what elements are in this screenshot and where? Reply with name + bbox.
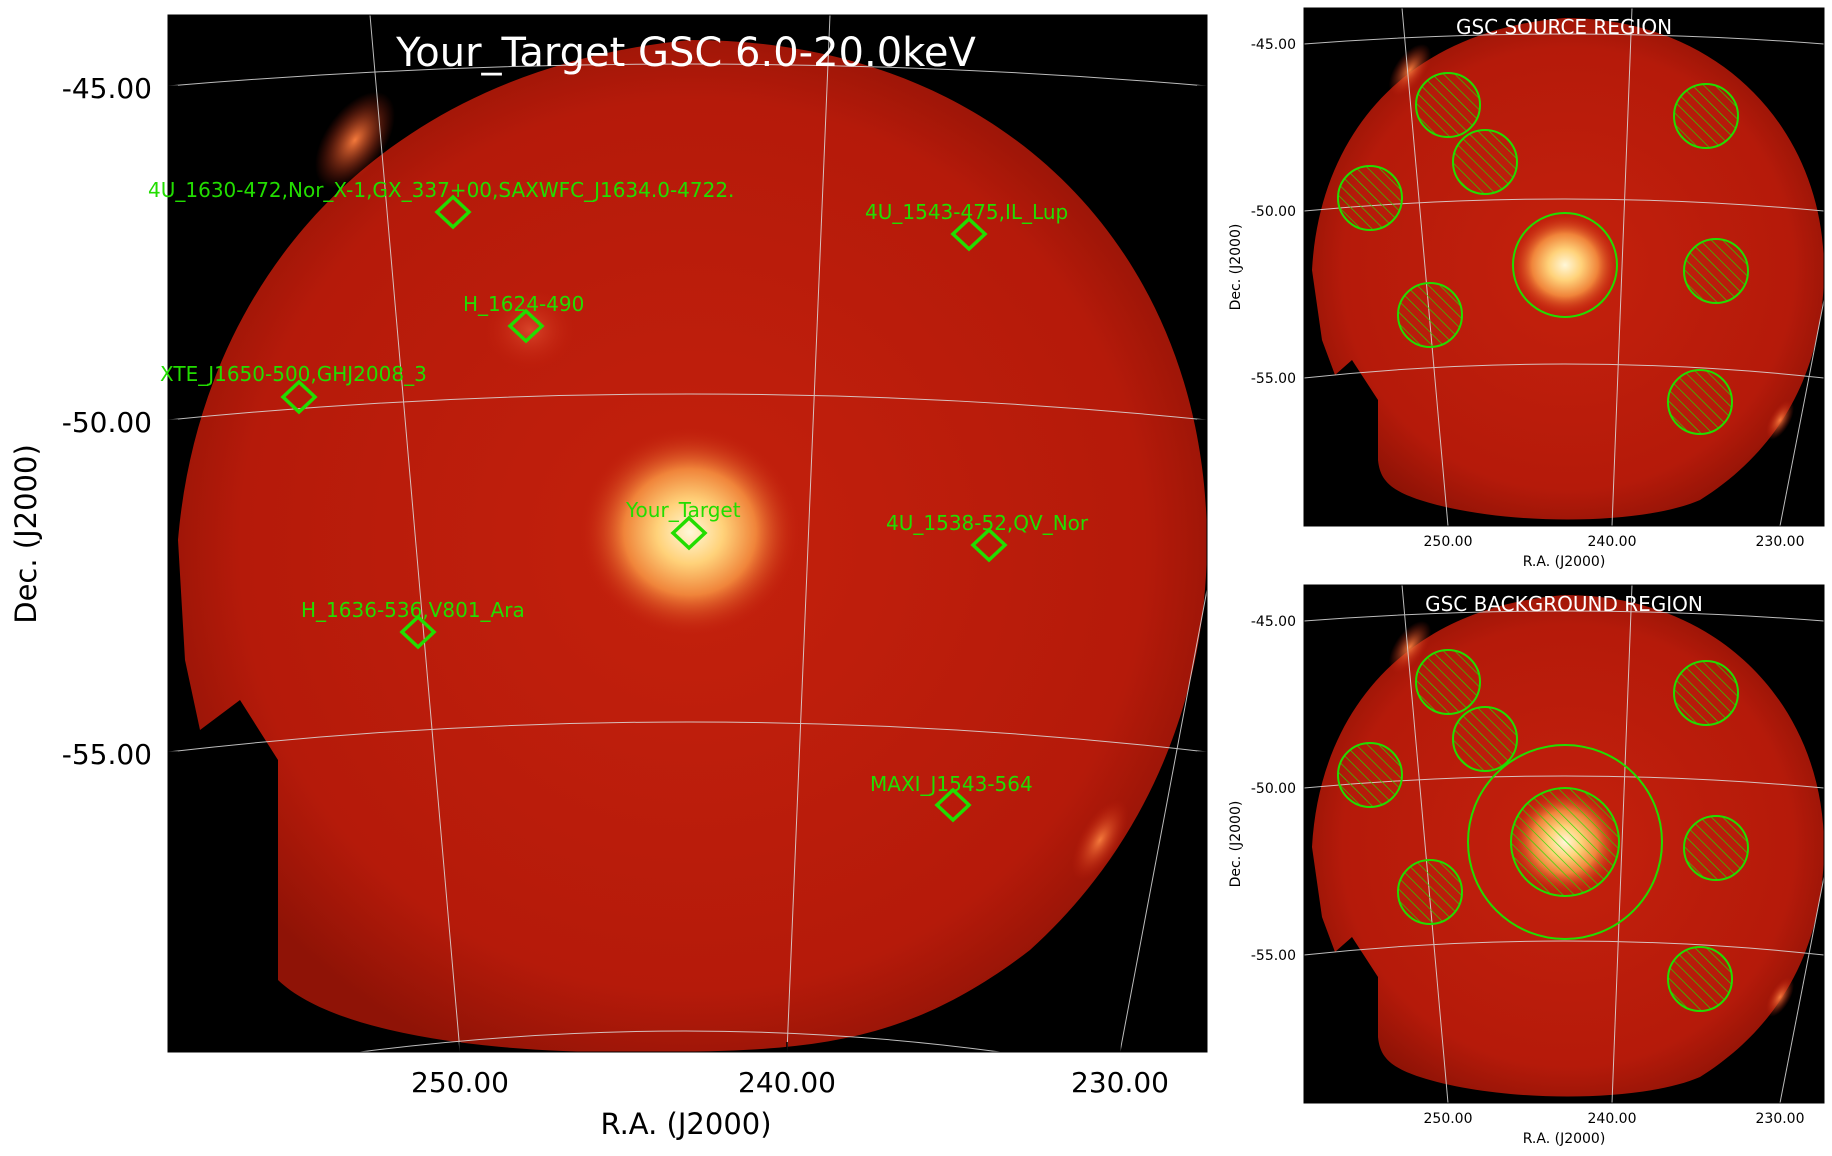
- source-ytick-1: -45.00: [1251, 37, 1296, 53]
- main-bright-edge-nw: [315, 91, 395, 189]
- source-label-h1636: H_1636-536,V801_Ara: [301, 598, 525, 622]
- source-marker-4u1538: [970, 527, 1008, 563]
- source-xtick-3: 230.00: [1756, 534, 1805, 550]
- source-marker-your-target: [670, 515, 708, 551]
- source-xtick-2: 240.00: [1588, 534, 1637, 550]
- main-ytick-1: -45.00: [62, 72, 152, 105]
- main-xtick-2: 240.00: [738, 1066, 836, 1099]
- background-xtick-3: 230.00: [1756, 1111, 1805, 1127]
- source-label-h1624: H_1624-490: [463, 292, 584, 316]
- main-ytick-2: -50.00: [62, 406, 152, 439]
- source-ytick-2: -50.00: [1251, 204, 1296, 220]
- background-region-panel: GSC BACKGROUND REGION -45.00 -50.00 -55.…: [1228, 584, 1825, 1147]
- main-panel: Your_Target GSC 6.0-20.0keV -45.00 -50.0…: [9, 14, 1208, 1141]
- background-xtick-2: 240.00: [1588, 1111, 1637, 1127]
- main-source-markers: [280, 194, 1008, 823]
- background-ytick-2: -50.00: [1251, 781, 1296, 797]
- excluded-region: [1683, 238, 1749, 304]
- main-bright-edge-se: [1071, 799, 1129, 881]
- excluded-region: [1452, 129, 1518, 195]
- excluded-region: [1415, 72, 1481, 138]
- source-ytick-3: -55.00: [1251, 371, 1296, 387]
- main-xtick-1: 250.00: [411, 1066, 509, 1099]
- source-marker-h1624: [507, 308, 545, 344]
- source-marker-4u1543: [950, 216, 988, 252]
- main-xtick-3: 230.00: [1071, 1066, 1169, 1099]
- source-region-circles: [1337, 72, 1749, 435]
- source-target-emission: [1510, 213, 1620, 317]
- background-region-circles: [1337, 649, 1749, 1012]
- main-coordinate-grid: [168, 15, 1207, 1052]
- excluded-region: [1415, 649, 1481, 715]
- main-xlabel: R.A. (J2000): [600, 1107, 771, 1141]
- excluded-region: [1397, 859, 1463, 925]
- source-marker-maxi1543: [934, 787, 972, 823]
- source-label-4u1630: 4U_1630-472,Nor_X-1,GX_337+00,SAXWFC_J16…: [148, 178, 734, 202]
- background-xlabel: R.A. (J2000): [1523, 1131, 1606, 1147]
- excluded-region: [1397, 282, 1463, 348]
- source-marker-xte1650: [280, 379, 318, 415]
- background-panel-title: GSC BACKGROUND REGION: [1425, 592, 1703, 616]
- excluded-region: [1667, 369, 1733, 435]
- source-extraction-circle: [1512, 212, 1618, 318]
- source-label-4u1538: 4U_1538-52,QV_Nor: [886, 511, 1089, 535]
- excluded-region: [1673, 83, 1739, 149]
- source-marker-4u1630: [434, 194, 472, 230]
- source-label-4u1543: 4U_1543-475,IL_Lup: [865, 200, 1068, 224]
- background-ylabel: Dec. (J2000): [1228, 801, 1244, 888]
- source-xtick-1: 250.00: [1424, 534, 1473, 550]
- main-ytick-3: -55.00: [62, 738, 152, 771]
- source-region-panel: GSC SOURCE REGION -45.00 -50.00 -55.00 2…: [1228, 7, 1825, 570]
- main-tick-marks: [168, 85, 1207, 1052]
- main-target-emission: [580, 427, 800, 637]
- background-annulus-outer: [1467, 744, 1663, 940]
- source-xlabel: R.A. (J2000): [1523, 554, 1606, 570]
- source-label-maxi1543: MAXI_J1543-564: [870, 772, 1033, 796]
- excluded-region: [1452, 706, 1518, 772]
- excluded-region: [1667, 946, 1733, 1012]
- background-annulus-inner-excluded: [1510, 787, 1620, 897]
- source-marker-h1636: [399, 614, 437, 650]
- excluded-region: [1337, 742, 1403, 808]
- source-ylabel: Dec. (J2000): [1228, 224, 1244, 311]
- excluded-region: [1673, 660, 1739, 726]
- source-label-xte1650: XTE_J1650-500,GHJ2008_3: [160, 362, 427, 386]
- background-xtick-1: 250.00: [1424, 1111, 1473, 1127]
- main-dim-source-h1624: [485, 290, 575, 370]
- source-panel-title: GSC SOURCE REGION: [1456, 15, 1672, 39]
- source-label-your-target: Your_Target: [625, 498, 741, 522]
- background-ytick-1: -45.00: [1251, 614, 1296, 630]
- excluded-region: [1337, 165, 1403, 231]
- excluded-region: [1683, 815, 1749, 881]
- background-ytick-3: -55.00: [1251, 948, 1296, 964]
- main-title: Your_Target GSC 6.0-20.0keV: [395, 30, 976, 76]
- main-ylabel: Dec. (J2000): [9, 444, 43, 624]
